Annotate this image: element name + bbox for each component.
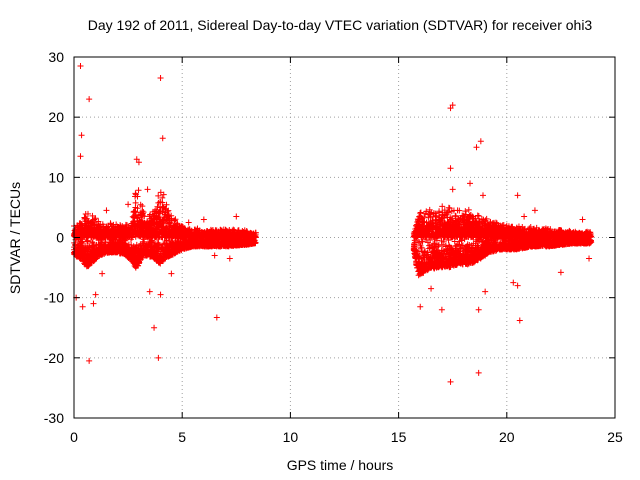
chart-title: Day 192 of 2011, Sidereal Day-to-day VTE… — [88, 17, 593, 33]
data-point — [82, 211, 89, 218]
data-points — [71, 63, 595, 385]
data-point — [131, 208, 138, 215]
y-axis-label: SDTVAR / TECUs — [7, 182, 23, 294]
x-axis-label: GPS time / hours — [287, 457, 394, 473]
